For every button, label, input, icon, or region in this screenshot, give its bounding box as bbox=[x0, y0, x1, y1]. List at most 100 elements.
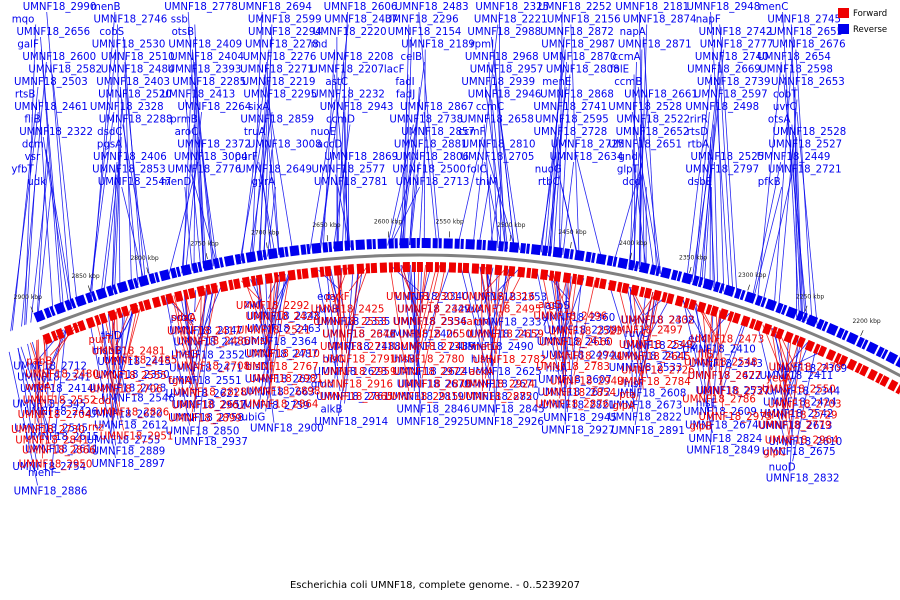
reverse-gene-label: UMNF18_2968 bbox=[465, 52, 539, 63]
forward-gene-label: proQ bbox=[171, 313, 196, 324]
connector-line bbox=[786, 342, 810, 397]
connector-line bbox=[457, 136, 483, 246]
connector-line bbox=[114, 136, 122, 293]
forward-gene-label: UMNF18_2422 bbox=[688, 371, 762, 382]
connector-line bbox=[693, 111, 710, 283]
tick-mark bbox=[146, 267, 149, 274]
connector-line bbox=[110, 306, 134, 435]
reverse-gene-label: UMNF18_2778 bbox=[164, 2, 238, 13]
connector-line bbox=[185, 292, 193, 376]
connector-line bbox=[89, 49, 117, 301]
reverse-gene-label: UMNF18_2742 bbox=[699, 27, 773, 38]
forward-gene-label: UMNF18_2724 bbox=[549, 352, 623, 363]
forward-gene-label: nuoD bbox=[769, 462, 796, 473]
reverse-gene-label: UMNF18_2328 bbox=[90, 102, 164, 113]
reverse-gene-label: UMNF18_2694 bbox=[238, 2, 312, 13]
connector-line bbox=[794, 86, 798, 318]
connector-line bbox=[485, 267, 499, 317]
reverse-gene-label: UMNF18_2219 bbox=[242, 77, 316, 88]
forward-gene-label: UMNF18_2876 bbox=[536, 399, 610, 410]
reverse-gene-label: UMNF18_2484 bbox=[101, 65, 175, 76]
reverse-gene-label: UMNF18_2577 bbox=[312, 165, 386, 176]
reverse-gene-label: pgsA bbox=[97, 140, 122, 151]
tick-mark bbox=[266, 242, 268, 249]
forward-gene-label: sdaA bbox=[171, 313, 196, 324]
reverse-gene-label: ccmB bbox=[614, 77, 642, 88]
connector-line bbox=[574, 149, 603, 262]
connector-line bbox=[778, 330, 789, 410]
connector-line bbox=[494, 268, 501, 342]
forward-gene-label: UMNF18_2761 bbox=[316, 392, 390, 403]
tick-mark bbox=[689, 266, 692, 273]
connector-line bbox=[557, 274, 567, 388]
forward-gene-label: UMNF18_2611 bbox=[25, 444, 99, 455]
forward-gene-label: UMNF18_2555 bbox=[93, 371, 167, 382]
forward-gene-label: UMNF18_2349 bbox=[397, 305, 471, 316]
reverse-gene-label: UMNF18_2655 bbox=[769, 27, 843, 38]
reverse-gene-label: glpT bbox=[617, 165, 640, 176]
connector-line bbox=[197, 286, 213, 437]
connector-line bbox=[551, 273, 574, 326]
connector-line bbox=[789, 337, 799, 473]
forward-gene-label: UMNF18_2554 bbox=[393, 317, 467, 328]
forward-gene-label: UMNF18_2420 bbox=[174, 337, 248, 348]
connector-line bbox=[399, 61, 425, 246]
forward-gene-label: UMNF18_2553 bbox=[313, 317, 387, 328]
connector-line bbox=[562, 161, 575, 256]
connector-line bbox=[762, 324, 793, 399]
forward-gene-label: fliS bbox=[698, 349, 714, 360]
reverse-gene-label: menB bbox=[91, 2, 121, 13]
forward-gene-label: UMNF18_2706 bbox=[89, 385, 163, 396]
reverse-gene-label: UMNF18_2738 bbox=[389, 115, 463, 126]
reverse-gene-label: UMNF18_2547 bbox=[98, 177, 172, 188]
tick-mark bbox=[630, 252, 632, 259]
reverse-gene-label: folE bbox=[610, 65, 629, 76]
connector-line bbox=[636, 293, 661, 401]
reverse-gene-label: rtbC bbox=[538, 177, 560, 188]
reverse-gene-label: rirR bbox=[690, 115, 708, 126]
connector-line bbox=[785, 338, 800, 384]
tick-label: 2300 kbp bbox=[738, 272, 766, 279]
reverse-gene-label: UMNF18_2413 bbox=[162, 90, 236, 101]
connector-line bbox=[715, 309, 722, 386]
connector-line bbox=[173, 295, 198, 387]
connector-line bbox=[608, 282, 634, 362]
forward-gene-label: UMNF18_2670 bbox=[397, 380, 471, 391]
connector-line bbox=[701, 304, 714, 421]
connector-line bbox=[499, 11, 501, 249]
connector-line bbox=[400, 74, 409, 246]
connector-line bbox=[494, 49, 506, 249]
reverse-gene-label: UMNF18_2528 bbox=[773, 127, 847, 138]
reverse-gene-label: UMNF18_2403 bbox=[96, 77, 170, 88]
connector-line bbox=[637, 86, 662, 275]
connector-line bbox=[122, 36, 143, 284]
forward-gene-label: UMNF18_2479 bbox=[769, 362, 843, 373]
forward-gene-label: UMNF18_2345 bbox=[12, 399, 86, 410]
connector-line bbox=[252, 99, 268, 259]
reverse-gene-label: UMNF18_2595 bbox=[535, 115, 609, 126]
forward-gene-label: UMNF18_2610 bbox=[768, 437, 842, 448]
forward-gene-label: UMNF18_2607 bbox=[538, 375, 612, 386]
forward-gene-label: glpB bbox=[690, 422, 713, 433]
forward-gene-label: UMNF18_2673 bbox=[609, 400, 683, 411]
reverse-gene-label: UMNF18_2721 bbox=[768, 165, 842, 176]
connector-line bbox=[8, 351, 39, 486]
reverse-gene-label: napA bbox=[620, 27, 646, 38]
forward-gene-label: hisD bbox=[246, 362, 269, 373]
forward-gene-label: UMNF18_2415 bbox=[97, 357, 171, 368]
connector-line bbox=[417, 264, 423, 367]
forward-gene-label: UMNF18_2343 bbox=[689, 359, 763, 370]
connector-line bbox=[101, 316, 116, 446]
reverse-gene-label: UMNF18_2285 bbox=[172, 77, 246, 88]
connector-line bbox=[338, 268, 345, 392]
forward-gene-label: UMNF18_2416 bbox=[537, 337, 611, 348]
forward-gene-label: UMNF18_2425 bbox=[311, 305, 385, 316]
reverse-gene-label: ccmF bbox=[458, 127, 485, 138]
forward-gene-label: UMNF18_2891 bbox=[611, 426, 685, 437]
forward-gene-label: UMNF18_2352 bbox=[171, 350, 245, 361]
reverse-gene-label: UMNF18_2296 bbox=[385, 15, 459, 26]
forward-gene-label: UMNF18_2496 bbox=[533, 312, 607, 323]
forward-gene-label: UMNF18_2659 bbox=[470, 330, 544, 341]
forward-gene-label: UMNF18_2414 bbox=[20, 384, 94, 395]
